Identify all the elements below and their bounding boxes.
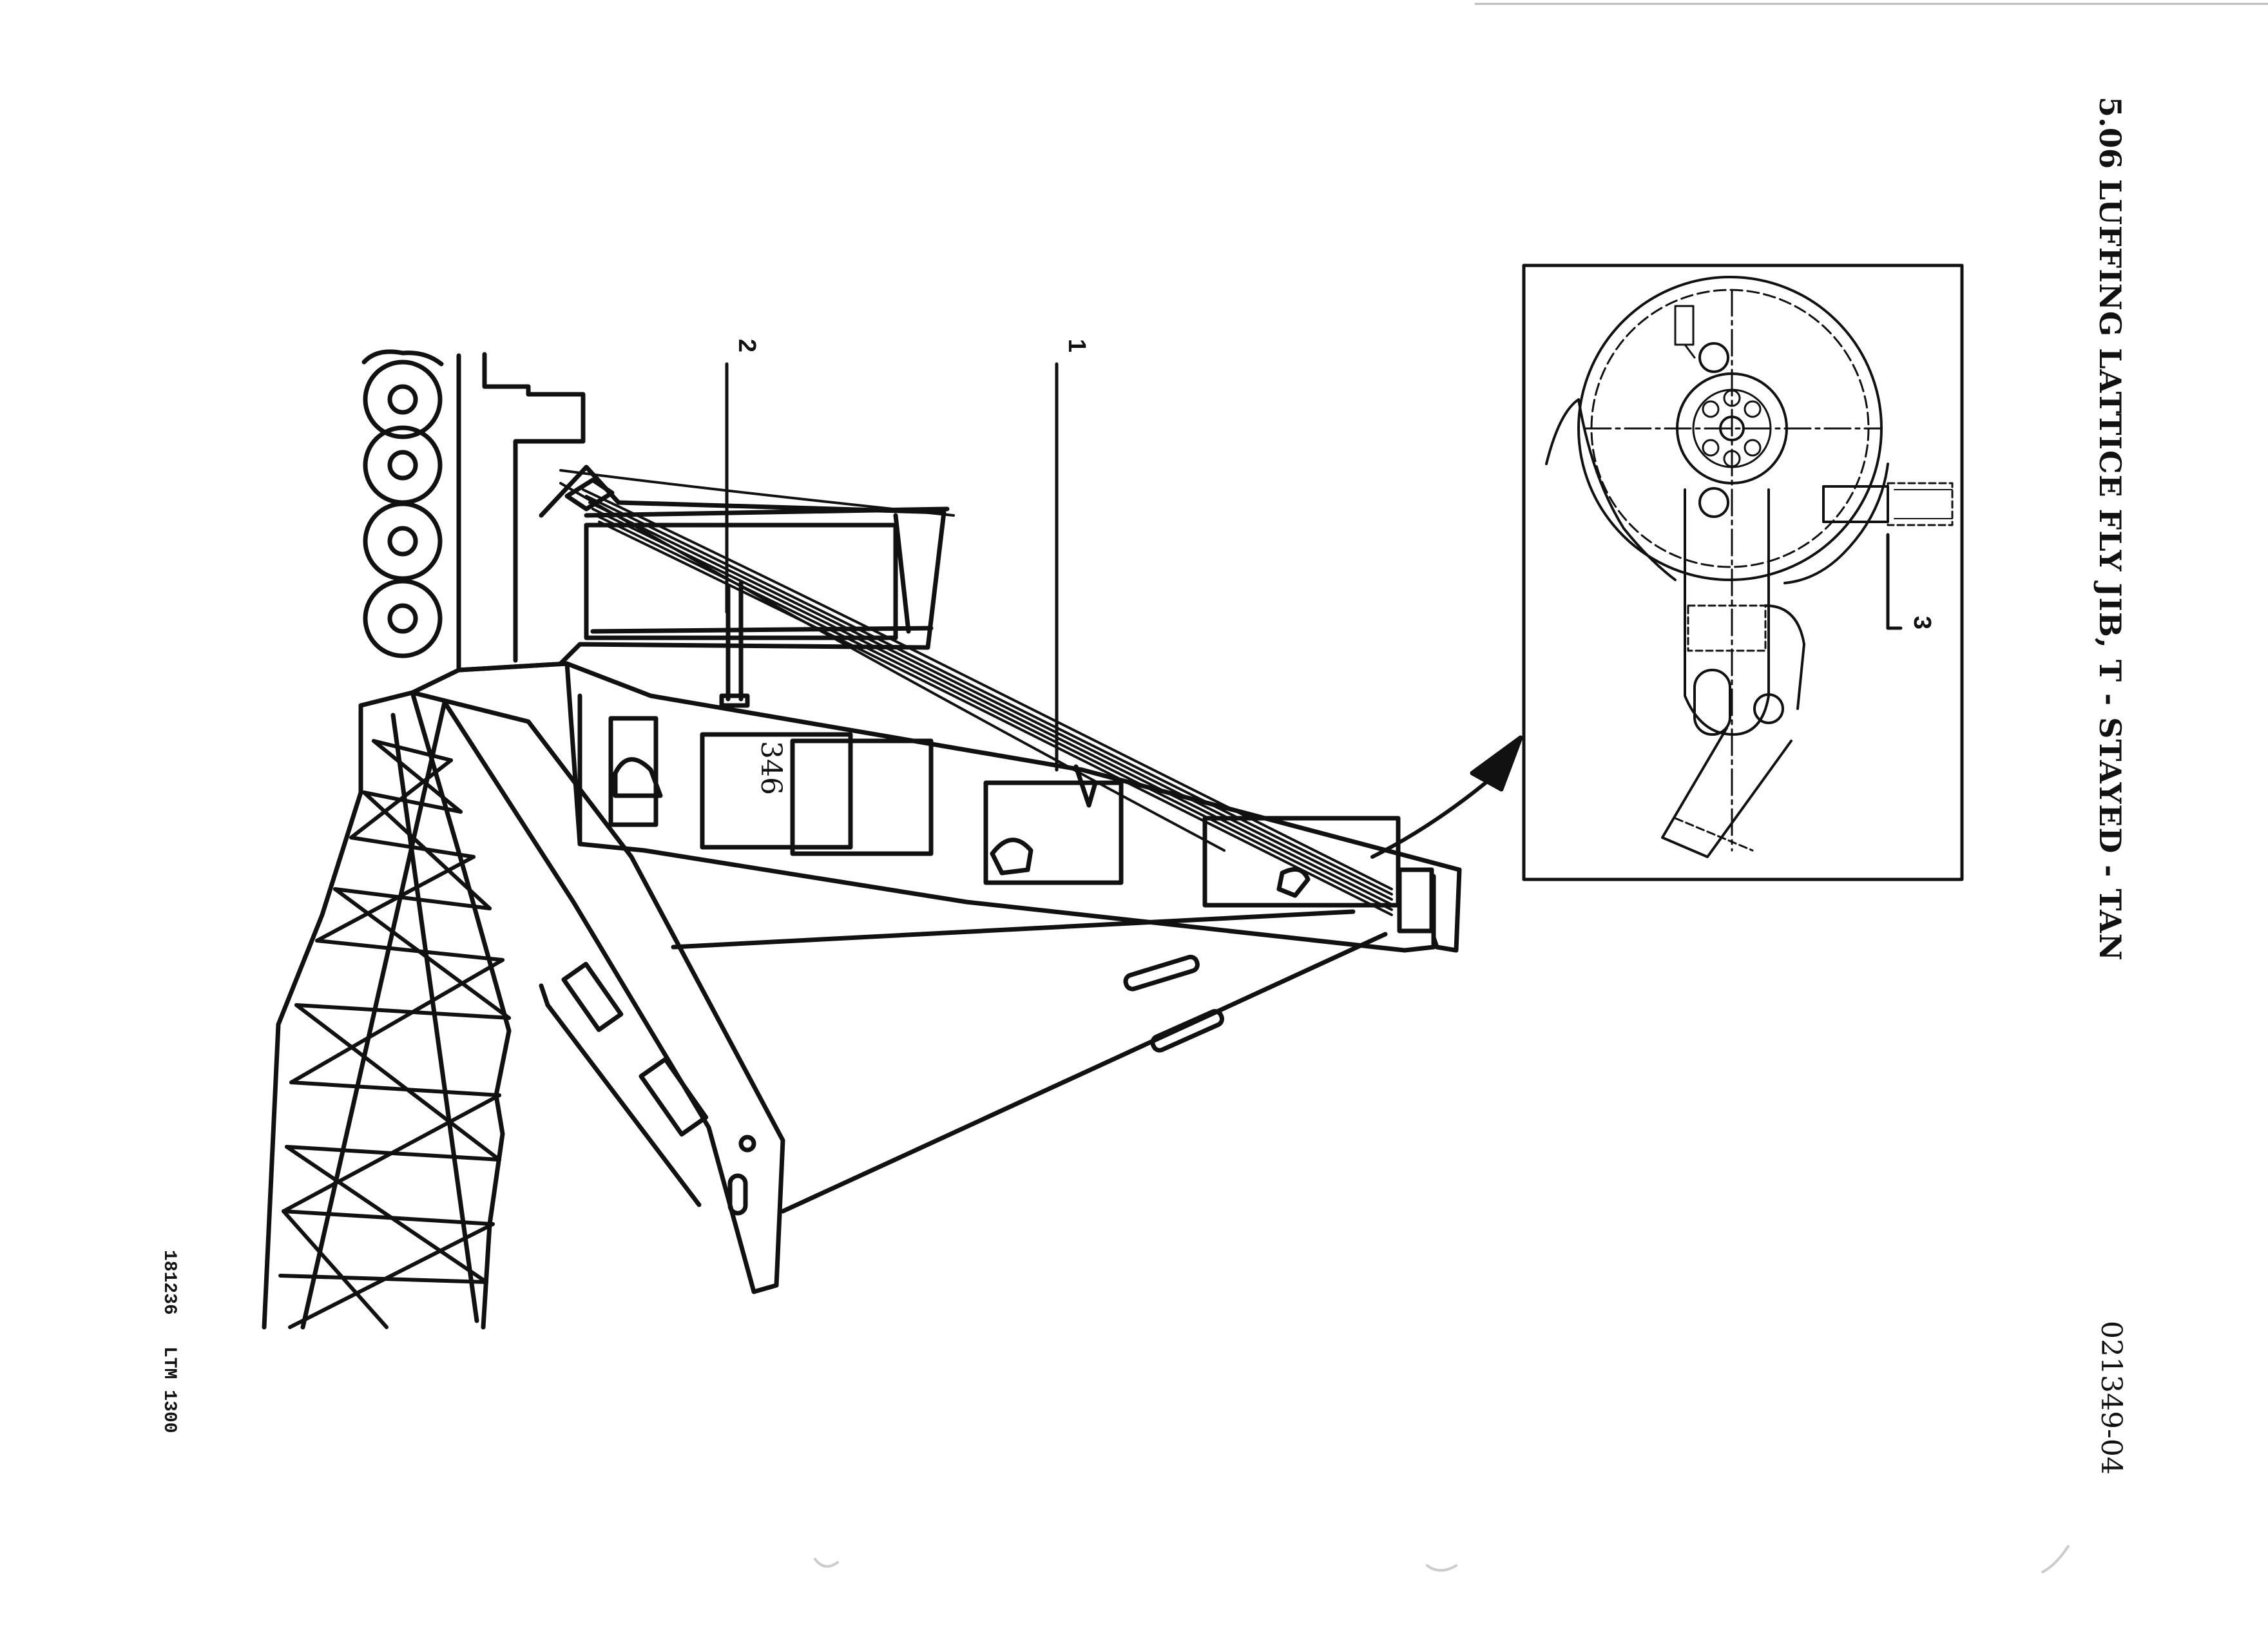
drawing-id: 181236 bbox=[159, 1250, 179, 1315]
section-title: LUFFING LATTICE FLY JIB, T - STAYED - TA… bbox=[2093, 179, 2128, 961]
detail-arrow bbox=[1370, 735, 1523, 859]
boom-head bbox=[456, 352, 586, 673]
model-name: LTM 1300 bbox=[159, 1347, 179, 1433]
detail-inset bbox=[1522, 264, 1964, 881]
callout-3: 3 bbox=[1908, 615, 1936, 630]
scan-specks bbox=[814, 1545, 2070, 1573]
t-frame bbox=[539, 465, 950, 708]
callout-2: 2 bbox=[733, 338, 761, 353]
page-number: 346 bbox=[754, 741, 787, 795]
pulley-wheels bbox=[361, 349, 444, 658]
callout-1: 1 bbox=[1063, 338, 1091, 353]
t-stay-strut bbox=[410, 690, 785, 1294]
stay-rods bbox=[671, 909, 1388, 1214]
luffing-ropes bbox=[559, 469, 1393, 916]
document-code: 021349-04 bbox=[2095, 1321, 2128, 1475]
fly-jib-frame bbox=[564, 661, 1462, 953]
callout-leaders bbox=[725, 362, 1903, 772]
lattice-jib bbox=[262, 661, 570, 1330]
section-number: 5.06 bbox=[2093, 97, 2128, 169]
